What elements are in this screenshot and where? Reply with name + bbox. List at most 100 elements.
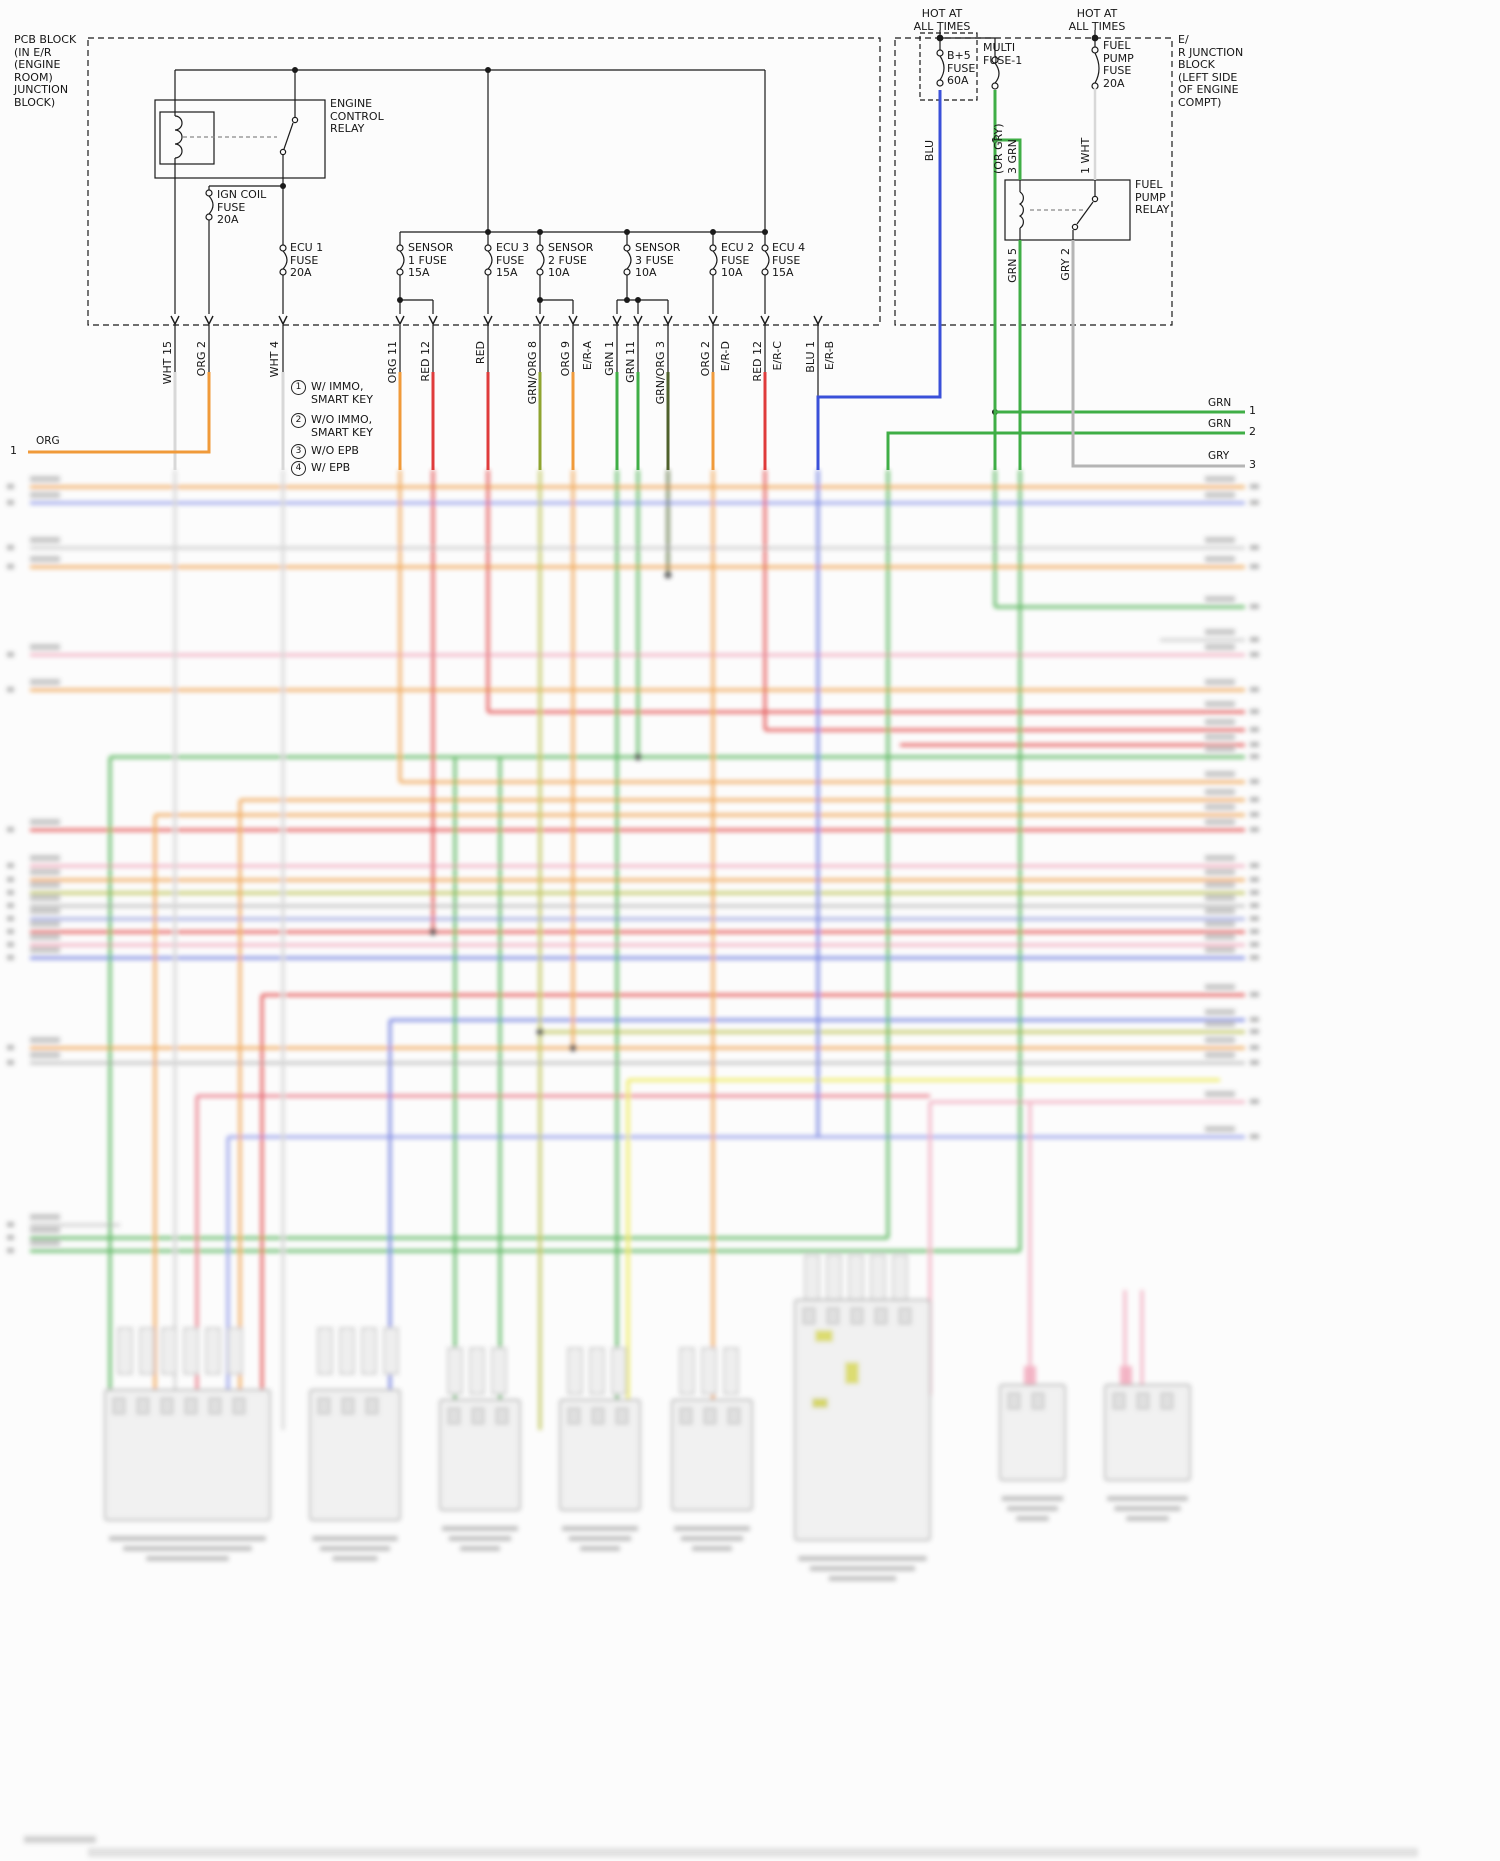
blurred-pin-num bbox=[1250, 903, 1259, 908]
blurred-pin-num bbox=[1250, 779, 1259, 784]
blurred-junction-dot bbox=[536, 1028, 544, 1036]
blurred-pin-num bbox=[1250, 1099, 1259, 1104]
blurred-caption-line bbox=[1114, 1506, 1181, 1511]
note-1-text: W/ IMMO, SMART KEY bbox=[311, 380, 373, 406]
blurred-pin-num bbox=[1250, 890, 1259, 895]
wire-label-pin3-outer: (OR GRY) bbox=[992, 123, 1005, 174]
fuse-label-sensor1: SENSOR 1 FUSE 15A bbox=[408, 241, 454, 279]
blurred-caption-line bbox=[580, 1546, 620, 1551]
blurred-box-pin bbox=[727, 1407, 741, 1425]
blurred-label bbox=[1205, 556, 1235, 562]
blurred-caption-line bbox=[562, 1526, 638, 1531]
blurred-label bbox=[30, 908, 60, 914]
blurred-label bbox=[1205, 719, 1235, 725]
blurred-pin-num bbox=[7, 545, 14, 550]
fuse-label-ecu2: ECU 2 FUSE 10A bbox=[721, 241, 755, 279]
hot-at-all-times-1: HOT AT ALL TIMES bbox=[913, 7, 971, 33]
blurred-pin-num bbox=[7, 929, 14, 934]
blurred-label bbox=[30, 644, 60, 650]
blurred-label bbox=[30, 934, 60, 940]
rotated-wire-labels: WHT 15 ORG 2 WHT 4 ORG 11 RED 12 RED GRN… bbox=[161, 123, 1092, 404]
blurred-pin-num bbox=[7, 1248, 14, 1253]
b5-fuse-box-outline bbox=[919, 32, 978, 101]
blurred-label bbox=[30, 947, 60, 953]
blurred-caption-line bbox=[319, 1546, 391, 1551]
note-4: 4 W/ EPB bbox=[291, 461, 350, 476]
note-1: 1 W/ IMMO, SMART KEY bbox=[291, 380, 373, 406]
relay-switch-icon bbox=[283, 122, 294, 150]
blurred-box-pin bbox=[1160, 1392, 1174, 1410]
hot-at-all-times-2: HOT AT ALL TIMES bbox=[1068, 7, 1126, 33]
blurred-label bbox=[30, 537, 60, 543]
blurred-component-box bbox=[794, 1299, 931, 1541]
blurred-connector-pin bbox=[317, 1327, 333, 1375]
blurred-box-pin bbox=[615, 1407, 629, 1425]
wire-gry-pin2 bbox=[1071, 240, 1245, 468]
blurred-label bbox=[1205, 869, 1235, 875]
fuel-pump-relay-box bbox=[1004, 179, 1131, 241]
blurred-caption-line bbox=[460, 1546, 500, 1551]
b5-fuse-label: B+5 FUSE 60A bbox=[947, 49, 976, 87]
blurred-label bbox=[1205, 701, 1235, 707]
blurred-pin-num bbox=[7, 955, 14, 960]
fuse-label-ecu1: ECU 1 FUSE 20A bbox=[290, 241, 324, 279]
blurred-pin-num bbox=[7, 903, 14, 908]
blurred-pin-num bbox=[1250, 1017, 1259, 1022]
blurred-label bbox=[30, 921, 60, 927]
wire-label-pin1: 1 WHT bbox=[1079, 137, 1092, 174]
blurred-accent bbox=[1024, 1366, 1036, 1384]
blurred-connector-pin bbox=[491, 1347, 507, 1395]
blurred-box-pin bbox=[826, 1307, 840, 1325]
note-2-text: W/O IMMO, SMART KEY bbox=[311, 413, 373, 439]
blurred-box-pin bbox=[703, 1407, 717, 1425]
wire-grn-right-2 bbox=[886, 431, 1245, 470]
blurred-caption-line bbox=[1001, 1496, 1064, 1501]
blurred-box-pin bbox=[184, 1397, 198, 1415]
blurred-box-pin bbox=[495, 1407, 509, 1425]
blurred-pin-num bbox=[1250, 652, 1259, 657]
blurred-pin-num bbox=[7, 877, 14, 882]
blurred-pin-num bbox=[7, 564, 14, 569]
right-exit-label-1: GRN bbox=[1208, 397, 1232, 409]
blurred-label bbox=[1205, 537, 1235, 543]
blurred-accent bbox=[812, 1398, 828, 1408]
wire-label-grn1: GRN 1 bbox=[603, 341, 616, 376]
blurred-box-pin bbox=[112, 1397, 126, 1415]
blurred-caption-line bbox=[828, 1576, 897, 1581]
blurred-pin-num bbox=[1250, 687, 1259, 692]
blurred-label bbox=[1205, 629, 1235, 635]
pcb-block-note: PCB BLOCK (IN E/R (ENGINE ROOM) JUNCTION… bbox=[14, 33, 77, 109]
connector-label-erd: E/R-D bbox=[719, 341, 732, 371]
exit-arrows bbox=[170, 315, 823, 326]
blurred-pin-num bbox=[7, 1045, 14, 1050]
wire-label-wht15: WHT 15 bbox=[161, 341, 174, 384]
blurred-accent bbox=[845, 1362, 859, 1384]
blurred-caption-line bbox=[332, 1556, 378, 1561]
right-exit-label-3: GRY bbox=[1208, 450, 1230, 462]
er-junction-block-outline bbox=[894, 37, 1173, 326]
wire-org-2-left bbox=[28, 372, 211, 454]
connector-label-erb: E/R-B bbox=[823, 341, 836, 370]
blurred-caption-line bbox=[1107, 1496, 1188, 1501]
blurred-caption-line bbox=[123, 1546, 252, 1551]
blurred-caption-line bbox=[809, 1566, 916, 1571]
blurred-box-pin bbox=[447, 1407, 461, 1425]
multi-fuse-label: MULTI FUSE-1 bbox=[983, 41, 1023, 67]
left-exit-num: 1 bbox=[10, 444, 17, 457]
blurred-connector-pin bbox=[447, 1347, 463, 1395]
wire-label-blu1: BLU 1 bbox=[804, 341, 817, 373]
top-schematic-lines bbox=[87, 30, 1173, 415]
blurred-box-pin bbox=[874, 1307, 888, 1325]
wire-label-red12b: RED 12 bbox=[751, 341, 764, 382]
blurred-pin-num bbox=[1250, 500, 1259, 505]
blurred-pin-num bbox=[1250, 1045, 1259, 1050]
blurred-label bbox=[1205, 771, 1235, 777]
blurred-pin-num bbox=[1250, 742, 1259, 747]
note-4-circle: 4 bbox=[291, 461, 306, 476]
fuse-label-sensor3: SENSOR 3 FUSE 10A bbox=[635, 241, 681, 279]
blurred-connector-pin bbox=[139, 1327, 155, 1375]
right-exit-num-3: 3 bbox=[1249, 458, 1256, 471]
blurred-label bbox=[30, 1227, 60, 1233]
